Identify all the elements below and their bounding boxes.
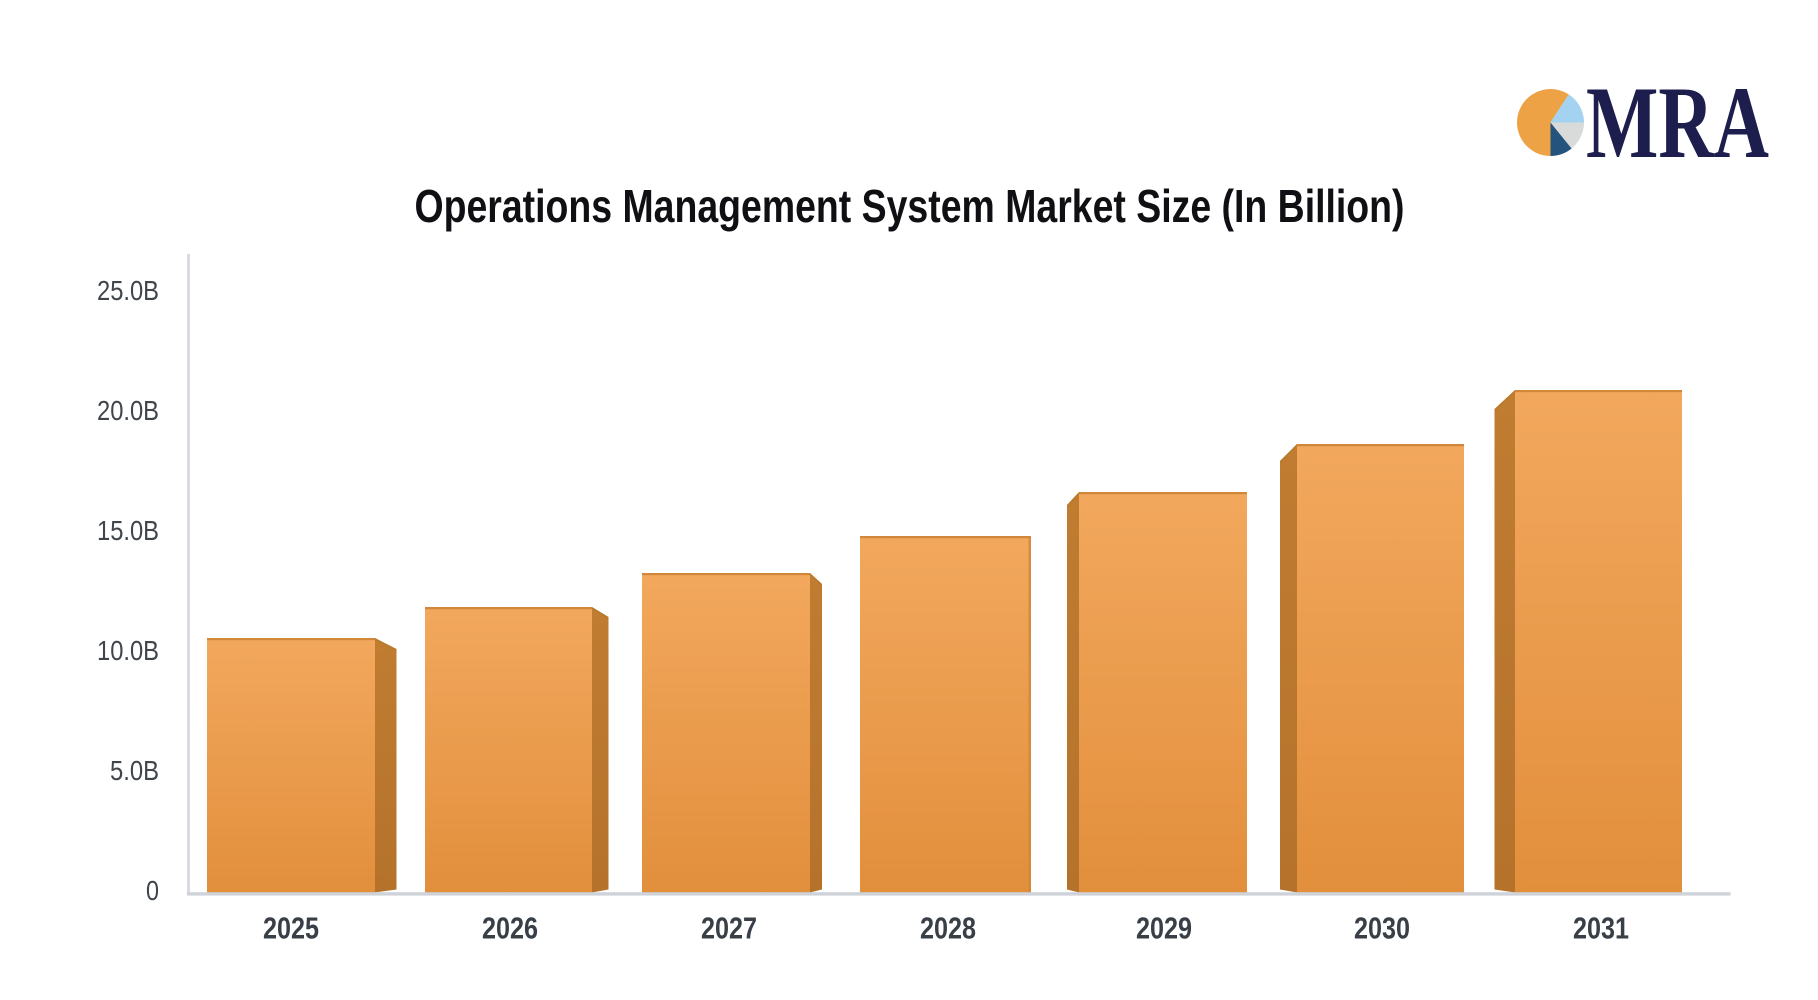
svg-text:2025: 2025 [263,911,319,946]
svg-text:MRA: MRA [1586,66,1769,180]
svg-text:0: 0 [146,875,159,906]
svg-text:2031: 2031 [1573,911,1629,946]
svg-text:25.0B: 25.0B [97,275,159,306]
svg-text:15.0B: 15.0B [97,515,159,546]
svg-text:5.0B: 5.0B [110,755,159,786]
svg-text:2026: 2026 [482,911,538,946]
svg-text:2027: 2027 [701,911,757,946]
svg-text:2028: 2028 [920,911,976,946]
svg-text:20.0B: 20.0B [97,395,159,426]
svg-text:2030: 2030 [1354,911,1410,946]
svg-text:Operations Management System M: Operations Management System Market Size… [415,180,1405,232]
svg-text:10.0B: 10.0B [97,635,159,666]
svg-text:2029: 2029 [1136,911,1192,946]
